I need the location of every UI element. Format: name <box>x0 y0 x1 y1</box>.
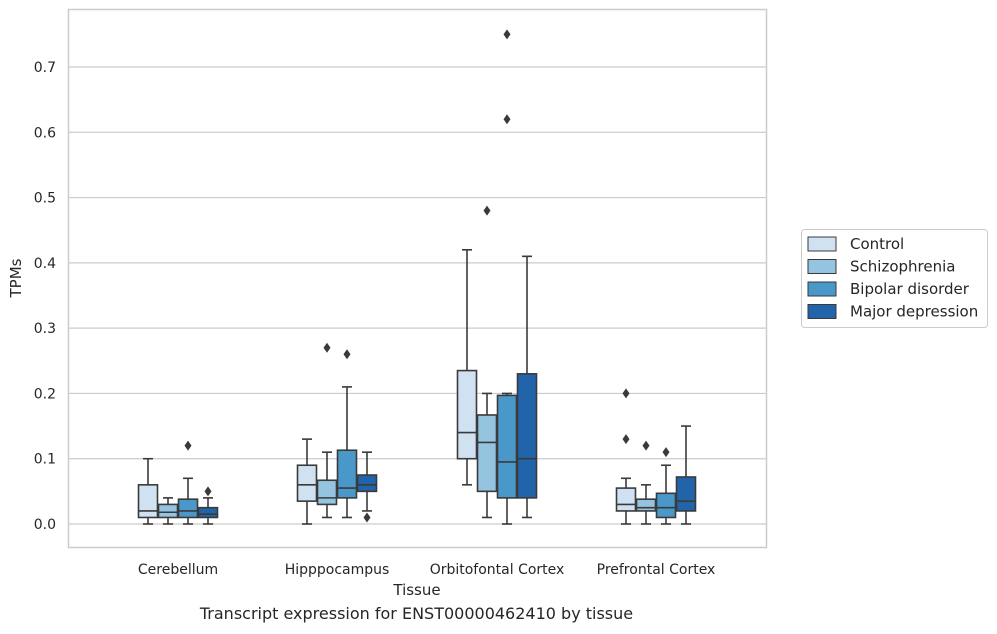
box <box>197 506 219 519</box>
box-plots <box>137 29 697 525</box>
box-group <box>675 425 697 525</box>
y-tick-label: 0.0 <box>34 517 56 533</box>
box <box>675 476 697 512</box>
box-group <box>516 255 538 519</box>
legend-swatch <box>807 259 837 274</box>
box <box>615 487 637 512</box>
legend-label: Control <box>850 235 904 253</box>
x-tick-label: Prefrontal Cortex <box>597 562 716 578</box>
box-group <box>496 29 518 525</box>
y-tick-label: 0.5 <box>34 191 56 207</box>
box-group <box>316 342 338 519</box>
y-tick-labels: 0.0 0.1 0.2 0.3 0.4 0.5 0.6 0.7 <box>34 60 56 533</box>
legend-label: Schizophrenia <box>850 258 955 276</box>
box-group <box>456 249 478 486</box>
box-group <box>635 440 657 525</box>
box-group <box>356 451 378 523</box>
box <box>496 394 518 499</box>
box <box>456 369 478 460</box>
box-group <box>177 440 199 525</box>
box-group <box>615 388 637 525</box>
outlier-point <box>184 440 192 451</box>
box-group <box>336 349 358 519</box>
outlier-point <box>662 447 670 458</box>
y-tick-label: 0.2 <box>34 386 56 402</box>
box <box>336 449 358 499</box>
box <box>516 373 538 499</box>
legend-swatch <box>807 236 837 252</box>
outlier-point <box>622 388 630 399</box>
y-axis-label: TPMs <box>7 258 25 298</box>
box <box>137 484 159 519</box>
outlier-point <box>503 29 511 40</box>
box-group <box>157 497 179 525</box>
box <box>296 464 318 502</box>
box <box>356 474 378 493</box>
outlier-point <box>483 205 491 216</box>
legend-swatch <box>807 281 837 297</box>
x-axis-label: Tissue <box>392 581 440 599</box>
y-tick-label: 0.6 <box>34 125 56 141</box>
legend-frame <box>801 229 988 328</box>
x-tick-labels: Cerebellum Hipppocampus Orbitofontal Corte… <box>138 562 715 578</box>
y-tick-label: 0.4 <box>34 256 56 272</box>
legend-swatch <box>807 304 837 319</box>
box <box>476 414 498 493</box>
box-group <box>197 486 219 525</box>
outlier-point <box>363 512 371 523</box>
outlier-point <box>622 434 630 445</box>
box-group <box>476 205 498 519</box>
outlier-point <box>642 440 650 451</box>
outlier-point <box>204 486 212 497</box>
x-tick-label: Cerebellum <box>138 562 218 578</box>
gridlines <box>68 66 766 525</box>
box <box>177 498 199 519</box>
y-tick-label: 0.3 <box>34 321 56 337</box>
box <box>655 492 677 519</box>
box <box>157 503 179 519</box>
legend-label: Major depression <box>850 303 978 321</box>
x-tick-label: Hipppocampus <box>285 562 390 578</box>
legend-label: Bipolar disorder <box>850 280 970 298</box>
chart-caption: Transcript expression for ENST0000046241… <box>199 604 634 623</box>
plot-frame <box>67 8 768 549</box>
box-group <box>296 438 318 525</box>
legend: Control Schizophrenia Bipolar disorder Majo… <box>801 229 988 328</box>
outlier-point <box>503 114 511 125</box>
y-tick-label: 0.7 <box>34 60 56 76</box>
box <box>635 498 657 512</box>
outlier-point <box>343 349 351 360</box>
box-group <box>137 457 159 525</box>
outlier-point <box>323 342 331 353</box>
box-group <box>655 447 677 525</box>
box <box>316 479 338 506</box>
y-tick-label: 0.1 <box>34 452 56 468</box>
x-tick-label: Orbitofontal Cortex <box>430 562 565 578</box>
